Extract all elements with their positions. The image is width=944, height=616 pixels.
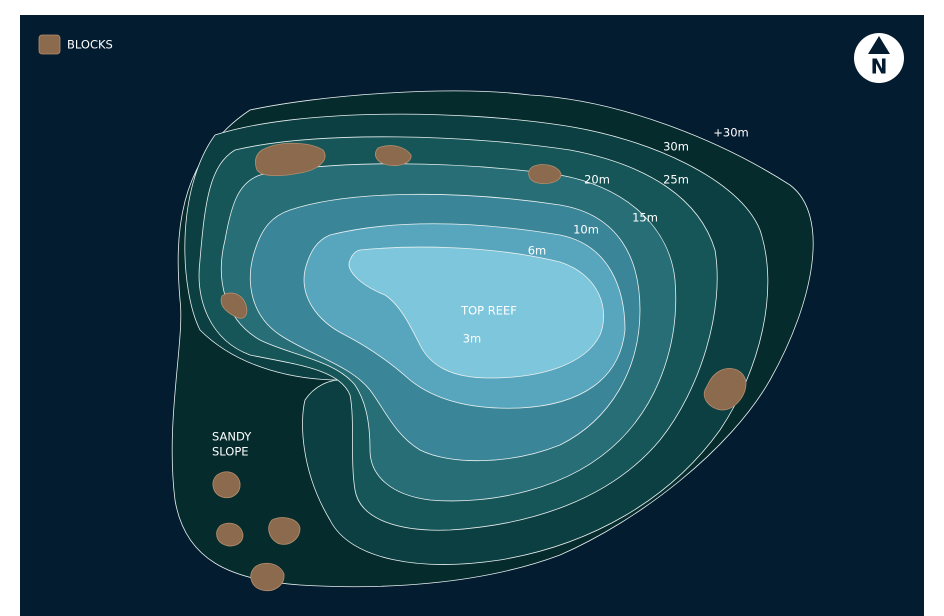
block xyxy=(703,368,747,411)
depth-label: 10m xyxy=(573,223,599,237)
depth-label: +30m xyxy=(713,126,748,140)
area-label: TOP REEF xyxy=(460,304,517,318)
block xyxy=(220,292,248,319)
block xyxy=(250,562,285,592)
block xyxy=(528,164,562,184)
compass-circle xyxy=(854,33,904,83)
depth-label: 15m xyxy=(632,211,658,225)
compass-arrow xyxy=(868,36,890,54)
block xyxy=(268,517,301,545)
compass: N xyxy=(854,33,904,83)
area-label: SLOPE xyxy=(212,445,249,459)
block xyxy=(212,471,241,499)
depth-label: 3m xyxy=(463,332,482,346)
legend-swatch xyxy=(38,34,61,55)
depth-label: 25m xyxy=(663,173,689,187)
top-reef xyxy=(348,246,604,379)
depth-label: 20m xyxy=(584,173,610,187)
legend-label: BLOCKS xyxy=(67,38,113,52)
depth-label: 30m xyxy=(663,140,689,154)
block xyxy=(255,142,326,177)
area-label: SANDY xyxy=(212,430,252,444)
blocks xyxy=(212,142,747,592)
block xyxy=(216,522,244,547)
depth-label: 6m xyxy=(528,244,547,258)
depth-contours xyxy=(171,90,814,588)
block xyxy=(375,145,412,166)
compass-label: N xyxy=(871,55,888,79)
